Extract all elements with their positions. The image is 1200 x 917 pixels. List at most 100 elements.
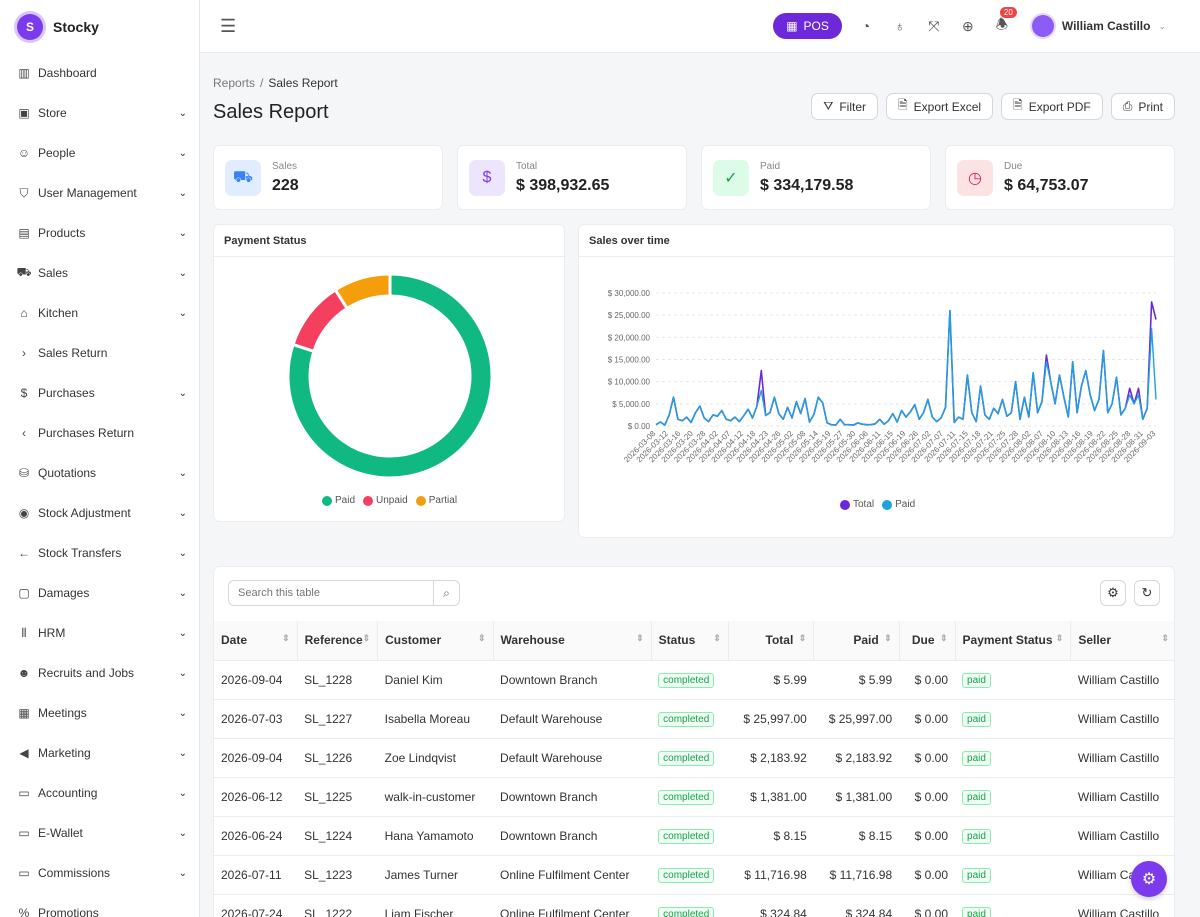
- sort-icon[interactable]: ⇕: [362, 633, 371, 644]
- stat-card-total: $ Total $ 398,932.65: [457, 145, 687, 210]
- sidebar-item-hrm[interactable]: ⫴ HRM ⌄: [0, 613, 199, 653]
- table-cell: Default Warehouse: [493, 738, 652, 778]
- column-header-seller[interactable]: Seller ⇕: [1070, 621, 1174, 661]
- search-icon[interactable]: ⌕: [433, 581, 459, 605]
- table-row[interactable]: 2026-07-24 SL_1222 Liam Fischer Online Fulf…: [214, 894, 1174, 917]
- lightbulb-icon[interactable]: ♁: [894, 18, 906, 34]
- pos-button[interactable]: ▦ POS: [773, 13, 842, 39]
- sort-icon[interactable]: ⇕: [1055, 633, 1064, 644]
- menu-toggle-icon[interactable]: ☰: [220, 15, 237, 36]
- pie-slice-paid[interactable]: [286, 272, 494, 480]
- export-pdf-button[interactable]: 🗎 Export PDF: [1001, 93, 1103, 120]
- table-row[interactable]: 2026-06-24 SL_1224 Hana Yamamoto Downtown B…: [214, 816, 1174, 856]
- column-header-status[interactable]: Status ⇕: [651, 621, 729, 661]
- fullscreen-icon[interactable]: ⤧: [928, 17, 940, 34]
- settings-fab-button[interactable]: ⚙: [1131, 861, 1167, 897]
- cart-icon: ⛟: [225, 159, 261, 196]
- user-menu[interactable]: William Castillo ⌄: [1031, 15, 1166, 37]
- sort-icon[interactable]: ⇕: [636, 633, 644, 644]
- column-header-warehouse[interactable]: Warehouse ⇕: [493, 621, 652, 661]
- legend-item-partial[interactable]: Partial: [415, 495, 457, 506]
- sort-icon[interactable]: ⇕: [1161, 633, 1169, 644]
- sidebar-item-kitchen[interactable]: ⌂ Kitchen ⌄: [0, 293, 199, 333]
- bell-icon[interactable]: 🕭 20: [992, 7, 1017, 36]
- column-header-date[interactable]: Date ⇕: [214, 621, 298, 661]
- sort-icon[interactable]: ⇕: [713, 633, 721, 644]
- series-line-paid[interactable]: [655, 310, 1157, 426]
- column-header-payment-status[interactable]: Payment Status ⇕: [955, 621, 1072, 661]
- series-line-total[interactable]: [655, 301, 1157, 426]
- refresh-icon[interactable]: ↻: [1134, 580, 1160, 606]
- table-row[interactable]: 2026-07-03 SL_1227 Isabella Moreau Default …: [214, 699, 1174, 739]
- sidebar-item-user-management[interactable]: ⛉ User Management ⌄: [0, 173, 199, 213]
- sidebar-item-damages[interactable]: ▢ Damages ⌄: [0, 573, 199, 613]
- sidebar-item-stock-adjustment[interactable]: ◉ Stock Adjustment ⌄: [0, 493, 199, 533]
- column-header-customer[interactable]: Customer ⇕: [377, 621, 494, 661]
- legend-item-paid[interactable]: Paid: [882, 499, 915, 510]
- table-cell: $ 5.99: [728, 660, 814, 700]
- sidebar-item-store[interactable]: ▣ Store ⌄: [0, 93, 199, 133]
- pie-slice-unpaid[interactable]: [291, 287, 350, 354]
- column-header-due[interactable]: Due ⇕: [899, 621, 956, 661]
- chevron-down-icon: ⌄: [178, 827, 187, 839]
- sort-icon[interactable]: ⇕: [884, 633, 892, 644]
- sidebar-item-quotations[interactable]: ⛁ Quotations ⌄: [0, 453, 199, 493]
- column-header-total[interactable]: Total ⇕: [728, 621, 815, 661]
- table-row[interactable]: 2026-09-04 SL_1228 Daniel Kim Downtown Bran…: [214, 660, 1174, 700]
- globe-icon[interactable]: ⊕: [962, 17, 974, 34]
- sidebar-item-label: Damages: [38, 586, 90, 600]
- sidebar-item-products[interactable]: ▤ Products ⌄: [0, 213, 199, 253]
- column-header-paid[interactable]: Paid ⇕: [813, 621, 900, 661]
- table-cell: William Castillo: [1070, 660, 1174, 700]
- status-badge: completed: [658, 906, 715, 917]
- table-row[interactable]: 2026-06-12 SL_1225 walk-in-customer Downtow…: [214, 777, 1174, 817]
- sidebar-item-people[interactable]: ☺ People ⌄: [0, 133, 199, 173]
- sidebar-item-meetings[interactable]: ▦ Meetings ⌄: [0, 693, 199, 733]
- sidebar-item-dashboard[interactable]: ▥ Dashboard: [0, 53, 199, 93]
- breadcrumb-parent[interactable]: Reports: [213, 76, 256, 90]
- column-header-reference[interactable]: Reference ⇕: [297, 621, 379, 661]
- pie-slice-partial[interactable]: [333, 272, 392, 311]
- filter-button[interactable]: ⛛ Filter: [811, 93, 879, 120]
- sort-icon[interactable]: ⇕: [282, 633, 290, 644]
- legend-item-paid[interactable]: Paid: [322, 495, 355, 506]
- print-button[interactable]: ⎙ Print: [1110, 93, 1175, 120]
- sort-icon[interactable]: ⇕: [798, 633, 807, 644]
- sidebar-item-e-wallet[interactable]: ▭ E-Wallet ⌄: [0, 813, 199, 853]
- megaphone-icon: ◀: [19, 746, 29, 760]
- table-cell: paid: [955, 699, 1071, 739]
- search-input[interactable]: [229, 581, 433, 605]
- table-row[interactable]: 2026-09-04 SL_1226 Zoe Lindqvist Default Wa…: [214, 738, 1174, 778]
- column-header-label: Total: [765, 633, 794, 648]
- sidebar-item-purchases[interactable]: $ Purchases ⌄: [0, 373, 199, 413]
- table-cell: $ 2,183.92: [728, 738, 814, 778]
- app-logo[interactable]: S Stocky: [0, 0, 199, 53]
- legend-item-unpaid[interactable]: Unpaid: [363, 495, 408, 506]
- sidebar-item-marketing[interactable]: ◀ Marketing ⌄: [0, 733, 199, 773]
- legend-item-total[interactable]: Total: [840, 499, 874, 510]
- sidebar-item-purchases-return[interactable]: ‹ Purchases Return: [0, 413, 199, 453]
- sidebar-item-commissions[interactable]: ▭ Commissions ⌄: [0, 853, 199, 893]
- table-cell: $ 11,716.98: [728, 855, 814, 895]
- sidebar-item-sales-return[interactable]: › Sales Return: [0, 333, 199, 373]
- settings-icon[interactable]: ⚙: [1100, 580, 1126, 606]
- table-cell: William Castillo: [1070, 816, 1174, 856]
- chevron-down-icon: ⌄: [178, 187, 187, 199]
- sidebar-item-recruits-and-jobs[interactable]: ☻ Recruits and Jobs ⌄: [0, 653, 199, 693]
- table-row[interactable]: 2026-07-11 SL_1223 James Turner Online Fulf…: [214, 855, 1174, 895]
- pie-chart-icon[interactable]: ◔: [861, 18, 871, 34]
- table-cell: paid: [955, 660, 1071, 700]
- dollar-circle-icon: $: [469, 159, 505, 196]
- export-excel-button[interactable]: 🗎 Export Excel: [886, 93, 994, 120]
- chevron-down-icon: ⌄: [178, 867, 187, 879]
- sidebar-item-accounting[interactable]: ▭ Accounting ⌄: [0, 773, 199, 813]
- commission-wallet-icon: ▭: [18, 866, 30, 880]
- column-header-label: Due: [911, 633, 935, 648]
- sort-icon[interactable]: ⇕: [478, 633, 486, 644]
- sidebar-item-promotions[interactable]: % Promotions: [0, 893, 199, 917]
- sidebar-item-sales[interactable]: ⛟ Sales ⌄: [0, 253, 199, 293]
- sort-icon[interactable]: ⇕: [939, 633, 948, 644]
- page-actions: ⛛ Filter 🗎 Export Excel 🗎 Export PDF ⎙ Print: [811, 93, 1175, 120]
- sidebar-item-stock-transfers[interactable]: ← Stock Transfers ⌄: [0, 533, 199, 573]
- gear-icon: ⚙: [1141, 871, 1157, 888]
